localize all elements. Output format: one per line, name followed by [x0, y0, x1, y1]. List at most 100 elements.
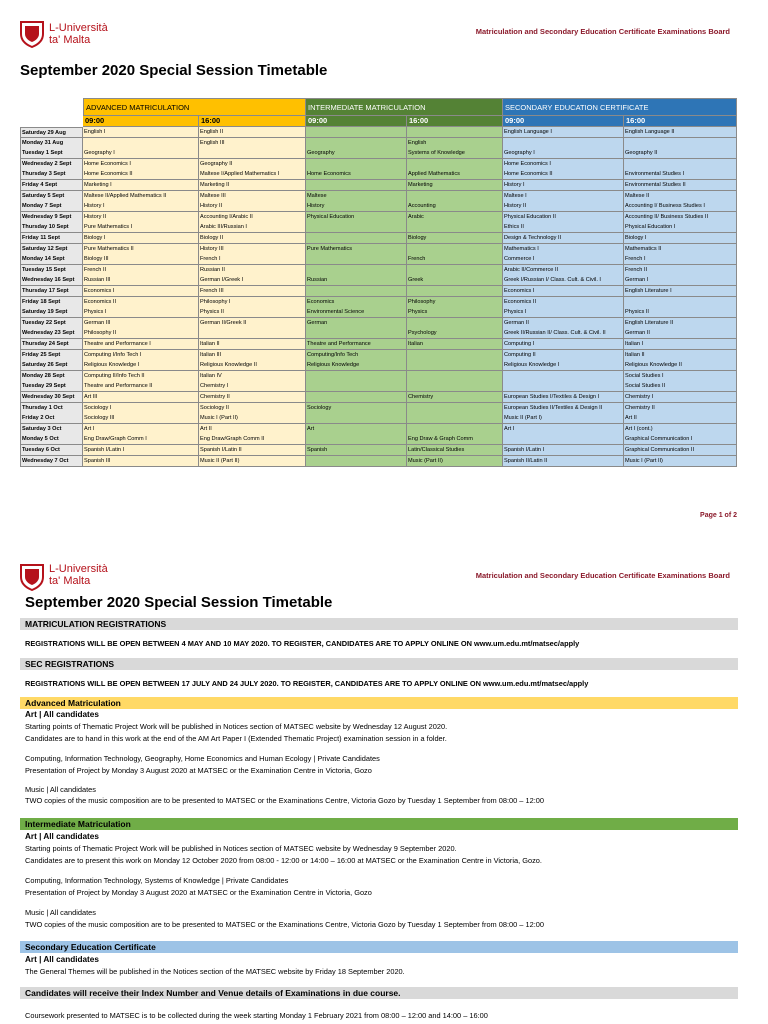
date-cell: Friday 2 Oct — [20, 413, 83, 425]
note-line: Art | All candidates — [25, 710, 99, 719]
date-cell: Saturday 19 Sept — [20, 307, 83, 319]
exam-cell: Russian III — [83, 275, 199, 287]
exam-cell: Biology III — [83, 254, 199, 266]
exam-cell — [407, 360, 503, 372]
exam-cell: Mathematics I — [503, 243, 624, 255]
section-bar: Intermediate Matriculation — [20, 818, 738, 830]
exam-cell: History — [306, 201, 407, 213]
exam-cell — [306, 392, 407, 404]
exam-cell: English Literature I — [624, 286, 737, 298]
exam-cell: Accounting I/Arabic II — [199, 211, 306, 223]
date-cell: Monday 14 Sept — [20, 254, 83, 266]
exam-cell: Maltese II/Applied Mathematics II — [83, 190, 199, 202]
exam-cell: Computing II/Info Tech II — [83, 370, 199, 382]
exam-cell: Philosophy II — [83, 328, 199, 340]
exam-cell: History III — [199, 243, 306, 255]
exam-cell: Russian II — [199, 264, 306, 276]
exam-cell: Spanish II/Latin II — [503, 455, 624, 467]
date-cell: Friday 18 Sept — [20, 296, 83, 308]
exam-cell: Chemistry II — [199, 392, 306, 404]
exam-cell: Theatre and Performance — [306, 339, 407, 351]
exam-cell: History I — [83, 201, 199, 213]
note-line: Music | All candidates — [25, 785, 96, 794]
exam-cell: Geography — [306, 148, 407, 160]
exam-cell: Physical Education — [306, 211, 407, 223]
date-cell: Saturday 26 Sept — [20, 360, 83, 372]
date-cell: Thursday 17 Sept — [20, 286, 83, 298]
exam-cell: Art I (cont.) — [624, 423, 737, 435]
exam-cell: Home Economics II — [503, 169, 624, 181]
exam-cell: Theatre and Performance II — [83, 381, 199, 393]
exam-cell: Physical Education II — [503, 211, 624, 223]
exam-cell — [503, 137, 624, 149]
exam-cell: Computing/Info Tech — [306, 349, 407, 361]
date-cell: Monday 31 Aug — [20, 137, 83, 149]
exam-cell: Music (Part II) — [407, 455, 503, 467]
exam-cell: Geography I — [83, 148, 199, 160]
exam-cell — [306, 434, 407, 446]
exam-cell: Latin/Classical Studies — [407, 445, 503, 457]
exam-cell: Economics I — [503, 286, 624, 298]
exam-cell: Greek — [407, 275, 503, 287]
note-line: REGISTRATIONS WILL BE OPEN BETWEEN 17 JU… — [25, 679, 589, 688]
date-cell: Thursday 10 Sept — [20, 222, 83, 234]
exam-cell: Economics II — [503, 296, 624, 308]
exam-cell: Home Economics II — [83, 169, 199, 181]
page-number: Page 1 of 2 — [700, 512, 737, 519]
exam-cell — [83, 137, 199, 149]
exam-cell: Commerce I — [503, 254, 624, 266]
date-cell: Saturday 29 Aug — [20, 127, 83, 139]
exam-cell: Eng Draw & Graph Comm — [407, 434, 503, 446]
date-cell: Tuesday 15 Sept — [20, 264, 83, 276]
exam-cell: Accounting II/ Business Studies II — [624, 211, 737, 223]
date-cell: Wednesday 2 Sept — [20, 158, 83, 170]
exam-cell — [407, 317, 503, 329]
exam-cell: Geography I — [503, 148, 624, 160]
exam-cell: Spanish — [306, 445, 407, 457]
exam-cell: Art I — [83, 423, 199, 435]
date-cell: Tuesday 29 Sept — [20, 381, 83, 393]
university-name: L-Università — [49, 563, 108, 575]
exam-cell: Maltese — [306, 190, 407, 202]
exam-cell: Physics II — [199, 307, 306, 319]
exam-cell: Physics — [407, 307, 503, 319]
exam-cell — [306, 413, 407, 425]
exam-cell: Spanish III — [83, 455, 199, 467]
group-header: INTERMEDIATE MATRICULATION — [306, 98, 503, 116]
section-bar: Advanced Matriculation — [20, 697, 738, 709]
exam-cell: Systems of Knowledge — [407, 148, 503, 160]
exam-cell: Religious Knowledge II — [624, 360, 737, 372]
exam-cell: Greek I/Russian I/ Class. Cult. & Civil.… — [503, 275, 624, 287]
group-header: SECONDARY EDUCATION CERTIFICATE — [503, 98, 737, 116]
exam-cell — [407, 158, 503, 170]
note-line: TWO copies of the music composition are … — [25, 920, 544, 929]
section-bar: MATRICULATION REGISTRATIONS — [20, 618, 738, 630]
exam-cell: English II — [199, 127, 306, 139]
note-line: Art | All candidates — [25, 832, 99, 841]
exam-cell: Maltese I — [503, 190, 624, 202]
exam-cell: Italian II — [199, 339, 306, 351]
exam-cell: Applied Mathematics — [407, 169, 503, 181]
page-two: L-Università ta' Malta Matriculation and… — [0, 555, 768, 1024]
timetable: ADVANCED MATRICULATION INTERMEDIATE MATRI… — [0, 0, 768, 480]
exam-cell: Physics I — [503, 307, 624, 319]
exam-cell: Home Economics I — [83, 158, 199, 170]
exam-cell: Design & Technology II — [503, 233, 624, 245]
university-name: ta' Malta — [49, 575, 91, 587]
exam-cell: European Studies II/Textiles & Design II — [503, 402, 624, 414]
exam-cell — [407, 243, 503, 255]
exam-cell — [407, 423, 503, 435]
exam-cell: Marketing — [407, 180, 503, 192]
exam-cell: Italian IV — [199, 370, 306, 382]
note-line: Starting points of Thematic Project Work… — [25, 722, 448, 731]
exam-cell: Marketing II — [199, 180, 306, 192]
exam-cell: History II — [503, 201, 624, 213]
note-line: Presentation of Project by Monday 3 Augu… — [25, 766, 372, 775]
exam-cell: Ethics II — [503, 222, 624, 234]
university-name: L-Università — [49, 22, 108, 34]
date-cell: Wednesday 30 Sept — [20, 392, 83, 404]
time-header: 16:00 — [407, 116, 503, 127]
exam-cell: Economics II — [83, 296, 199, 308]
exam-cell: Biology — [407, 233, 503, 245]
exam-cell — [306, 286, 407, 298]
